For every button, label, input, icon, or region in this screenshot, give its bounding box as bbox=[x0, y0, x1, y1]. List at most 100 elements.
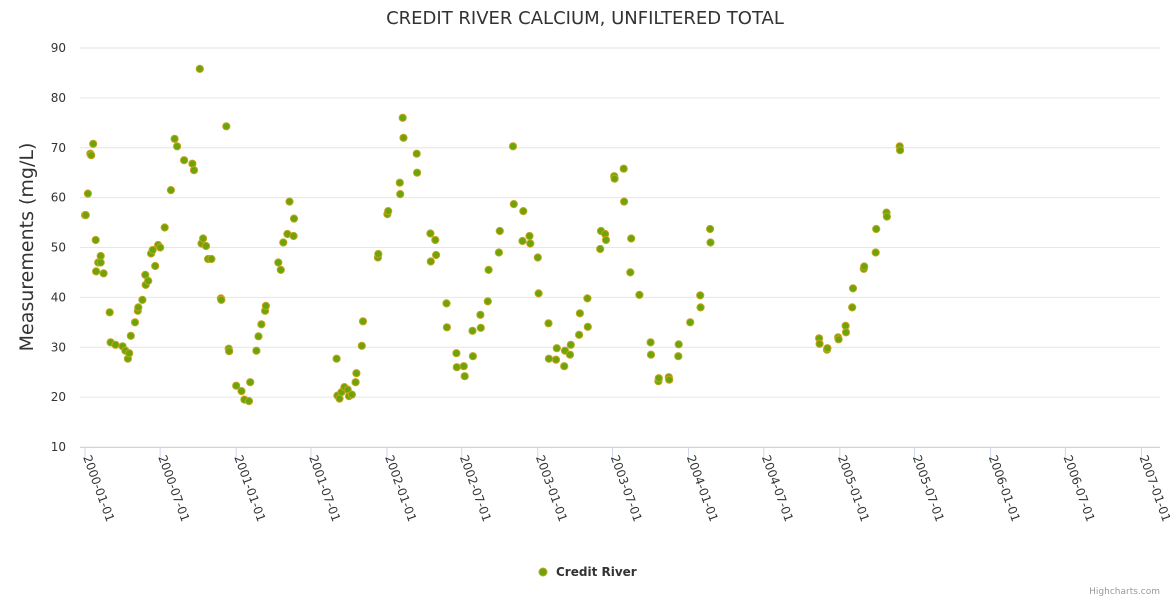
data-point[interactable] bbox=[111, 340, 120, 349]
data-point[interactable] bbox=[583, 322, 592, 331]
data-point[interactable] bbox=[274, 258, 283, 267]
data-point[interactable] bbox=[696, 291, 705, 300]
data-point[interactable] bbox=[351, 378, 360, 387]
data-point[interactable] bbox=[257, 320, 266, 329]
data-point[interactable] bbox=[452, 349, 461, 358]
data-point[interactable] bbox=[332, 354, 341, 363]
data-point[interactable] bbox=[495, 226, 504, 236]
credits-link[interactable]: Highcharts.com bbox=[1089, 587, 1160, 597]
data-point[interactable] bbox=[596, 244, 605, 254]
data-point[interactable] bbox=[195, 64, 204, 74]
data-point[interactable] bbox=[217, 295, 226, 304]
data-point[interactable] bbox=[696, 303, 705, 312]
data-point[interactable] bbox=[384, 207, 393, 216]
data-point[interactable] bbox=[412, 149, 421, 158]
data-point[interactable] bbox=[413, 168, 422, 177]
data-point[interactable] bbox=[170, 134, 179, 143]
data-point[interactable] bbox=[834, 335, 843, 344]
data-point[interactable] bbox=[848, 303, 857, 312]
data-point[interactable] bbox=[494, 248, 503, 257]
data-point[interactable] bbox=[125, 349, 134, 358]
data-point[interactable] bbox=[96, 258, 105, 267]
data-point[interactable] bbox=[823, 344, 832, 353]
data-point[interactable] bbox=[468, 352, 477, 361]
data-point[interactable] bbox=[565, 350, 575, 359]
data-point[interactable] bbox=[896, 146, 905, 155]
data-point[interactable] bbox=[525, 231, 534, 241]
data-point[interactable] bbox=[534, 289, 543, 298]
data-point[interactable] bbox=[460, 372, 469, 381]
data-point[interactable] bbox=[207, 254, 216, 264]
data-point[interactable] bbox=[99, 269, 108, 278]
data-point[interactable] bbox=[246, 378, 255, 387]
data-point[interactable] bbox=[544, 354, 554, 363]
data-point[interactable] bbox=[674, 340, 683, 349]
data-point[interactable] bbox=[399, 133, 408, 142]
data-point[interactable] bbox=[519, 207, 528, 216]
data-point[interactable] bbox=[201, 241, 211, 251]
data-point[interactable] bbox=[566, 340, 575, 349]
data-point[interactable] bbox=[254, 332, 263, 341]
data-point[interactable] bbox=[483, 297, 492, 306]
data-point[interactable] bbox=[872, 224, 881, 234]
data-point[interactable] bbox=[646, 350, 656, 359]
data-point[interactable] bbox=[83, 189, 93, 198]
data-point[interactable] bbox=[706, 224, 715, 234]
data-point[interactable] bbox=[225, 347, 234, 356]
data-point[interactable] bbox=[285, 197, 294, 206]
data-point[interactable] bbox=[151, 261, 160, 271]
data-point[interactable] bbox=[526, 239, 535, 248]
data-point[interactable] bbox=[87, 151, 96, 160]
data-point[interactable] bbox=[126, 331, 135, 340]
data-point[interactable] bbox=[552, 344, 561, 353]
data-point[interactable] bbox=[358, 317, 368, 326]
data-point[interactable] bbox=[289, 214, 299, 223]
data-point[interactable] bbox=[237, 387, 246, 396]
data-point[interactable] bbox=[674, 352, 683, 361]
data-point[interactable] bbox=[452, 363, 461, 372]
data-point[interactable] bbox=[871, 248, 880, 257]
data-point[interactable] bbox=[426, 257, 435, 266]
data-point[interactable] bbox=[252, 346, 261, 355]
data-point[interactable] bbox=[533, 253, 542, 262]
data-point[interactable] bbox=[398, 113, 407, 122]
data-point[interactable] bbox=[627, 234, 636, 243]
data-point[interactable] bbox=[508, 142, 518, 151]
data-point[interactable] bbox=[706, 238, 715, 247]
data-point[interactable] bbox=[148, 245, 157, 255]
data-point[interactable] bbox=[244, 397, 254, 406]
data-point[interactable] bbox=[89, 139, 98, 148]
data-point[interactable] bbox=[130, 318, 140, 327]
data-point[interactable] bbox=[289, 231, 298, 241]
data-point[interactable] bbox=[619, 164, 628, 173]
data-point[interactable] bbox=[518, 236, 527, 246]
data-point[interactable] bbox=[686, 318, 695, 327]
data-point[interactable] bbox=[509, 200, 518, 209]
data-point[interactable] bbox=[620, 197, 629, 206]
data-point[interactable] bbox=[654, 374, 663, 383]
data-point[interactable] bbox=[442, 299, 451, 308]
data-point[interactable] bbox=[841, 328, 851, 337]
data-point[interactable] bbox=[848, 284, 858, 293]
data-point[interactable] bbox=[575, 330, 584, 339]
data-point[interactable] bbox=[156, 243, 165, 252]
data-point[interactable] bbox=[551, 355, 561, 364]
legend-item[interactable]: Credit River bbox=[538, 565, 637, 579]
data-point[interactable] bbox=[560, 362, 569, 371]
data-point[interactable] bbox=[395, 178, 404, 187]
data-point[interactable] bbox=[189, 166, 199, 175]
data-point[interactable] bbox=[459, 362, 468, 371]
data-point[interactable] bbox=[442, 323, 451, 332]
data-point[interactable] bbox=[583, 294, 592, 303]
data-point[interactable] bbox=[357, 341, 366, 350]
data-point[interactable] bbox=[173, 142, 182, 151]
data-point[interactable] bbox=[476, 310, 485, 319]
data-point[interactable] bbox=[92, 267, 101, 276]
data-point[interactable] bbox=[601, 235, 611, 245]
data-point[interactable] bbox=[91, 235, 100, 245]
data-point[interactable] bbox=[860, 262, 869, 271]
data-point[interactable] bbox=[882, 212, 892, 221]
data-point[interactable] bbox=[575, 309, 585, 318]
data-point[interactable] bbox=[432, 250, 441, 260]
data-point[interactable] bbox=[279, 238, 288, 247]
